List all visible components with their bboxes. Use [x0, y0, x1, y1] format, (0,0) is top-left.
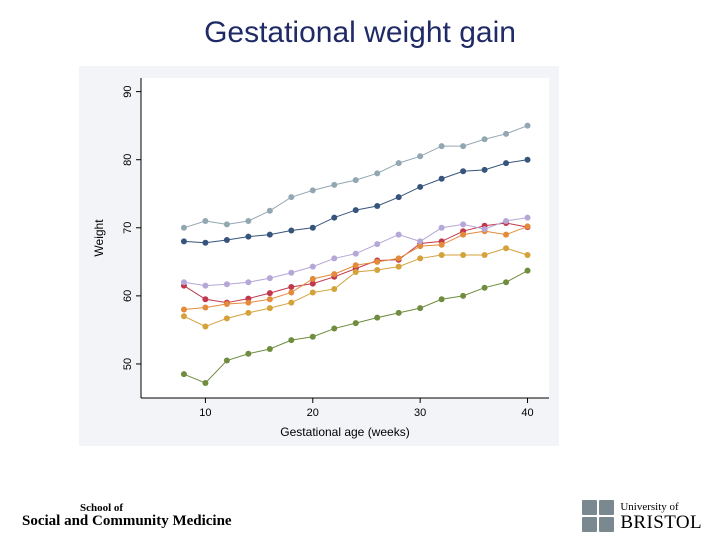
footer-left-line2: Social and Community Medicine	[22, 514, 232, 530]
svg-text:20: 20	[307, 407, 319, 419]
svg-text:30: 30	[414, 407, 426, 419]
slide: Gestational weight gain 10 20 30 40 50 60 70 80…	[0, 0, 720, 540]
svg-text:Gestational age (weeks): Gestational age (weeks)	[280, 425, 409, 439]
svg-text:50: 50	[122, 358, 134, 370]
footer-right: University of BRISTOL	[582, 500, 702, 532]
svg-text:80: 80	[122, 154, 134, 166]
svg-text:90: 90	[122, 85, 134, 97]
chart-container: 10 20 30 40 50 60 70 80 90 Gestational age (weeks…	[79, 66, 559, 446]
footer-right-line2: BRISTOL	[620, 513, 702, 532]
footer: School of Social and Community Medicine …	[0, 482, 720, 540]
bristol-logo-icon	[582, 500, 614, 532]
weight-chart: 10 20 30 40 50 60 70 80 90 Gestational age (weeks…	[79, 66, 559, 446]
svg-text:70: 70	[122, 222, 134, 234]
svg-text:40: 40	[521, 407, 533, 419]
svg-text:60: 60	[122, 290, 134, 302]
svg-text:Weight: Weight	[92, 219, 106, 257]
slide-title: Gestational weight gain	[0, 16, 720, 50]
svg-text:10: 10	[199, 407, 211, 419]
footer-left: School of Social and Community Medicine	[22, 503, 232, 530]
